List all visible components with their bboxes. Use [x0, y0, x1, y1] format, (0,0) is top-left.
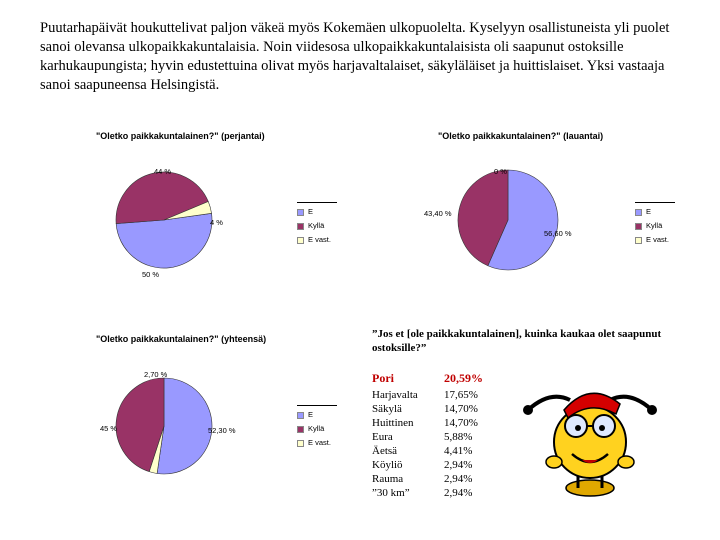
data-label-e: 52,30 % — [208, 426, 236, 435]
distance-row: Huittinen 14,70% — [372, 416, 483, 430]
pie-chart-lauantai: "Oletko paikkakuntalainen?" (lauantai) 5… — [420, 125, 680, 285]
legend-item-kylla: Kyllä — [297, 221, 324, 230]
distance-place: Eura — [372, 431, 393, 443]
distance-place: ”30 km” — [372, 487, 410, 499]
legend-item-e: E — [297, 410, 313, 419]
chart-title: "Oletko paikkakuntalainen?" (yhteensä) — [96, 334, 267, 344]
distance-value: 14,70% — [444, 403, 478, 415]
distance-place: Rauma — [372, 473, 404, 485]
distance-value: 17,65% — [444, 389, 478, 401]
legend-item-evast: E vast. — [635, 235, 669, 244]
legend-swatch — [297, 208, 304, 216]
data-label-kylla: 45 % — [100, 424, 118, 433]
pie-slice-kylla — [115, 171, 209, 224]
data-label-kylla: 44 % — [154, 167, 172, 176]
distance-place: Köyliö — [372, 459, 403, 471]
distance-title: ”Jos et [ole paikkakuntalainen], kuinka … — [372, 328, 662, 354]
legend-swatch — [297, 425, 304, 433]
distance-value: 20,59% — [444, 371, 483, 385]
data-label-kylla: 43,40 % — [424, 209, 452, 218]
intro-paragraph: Puutarhapäivät houkuttelivat paljon väke… — [40, 20, 670, 93]
legend-item-e: E — [297, 207, 313, 216]
legend-item-kylla: Kyllä — [297, 424, 324, 433]
legend-item-evast: E vast. — [297, 438, 331, 447]
distance-value: 2,94% — [444, 459, 473, 471]
distance-row: Harjavalta 17,65% — [372, 388, 483, 402]
legend-item-kylla: Kyllä — [635, 221, 662, 230]
pie-slice-e — [156, 377, 213, 475]
data-label-evast: 4 % — [210, 218, 223, 227]
data-label-evast: 2,70 % — [144, 370, 168, 379]
distance-value: 4,41% — [444, 445, 473, 457]
legend-swatch — [297, 439, 304, 447]
distance-row: Säkylä 14,70% — [372, 402, 483, 416]
pie-svg — [115, 171, 213, 269]
pie-slice-evast — [163, 201, 212, 221]
distance-place: Äetsä — [372, 445, 398, 457]
data-label-evast: 0 % — [494, 167, 507, 176]
data-label-e: 50 % — [142, 270, 160, 279]
distance-table: Pori 20,59% Harjavalta 17,65% Säkylä 14,70% Hu… — [372, 371, 483, 500]
pie-svg — [115, 377, 213, 475]
distance-row: Äetsä 4,41% — [372, 444, 483, 458]
distance-place: Huittinen — [372, 417, 414, 429]
chart-title: "Oletko paikkakuntalainen?" (lauantai) — [438, 131, 604, 141]
legend-swatch — [635, 236, 642, 244]
legend-item-evast: E vast. — [297, 235, 331, 244]
distance-place: Säkylä — [372, 403, 402, 415]
distance-value: 2,94% — [444, 473, 473, 485]
distance-row: Rauma 2,94% — [372, 472, 483, 486]
pie-slice-e — [115, 212, 213, 269]
legend-swatch — [297, 411, 304, 419]
distance-section: ”Jos et [ole paikkakuntalainen], kuinka … — [372, 327, 672, 499]
legend-swatch — [297, 236, 304, 244]
chart-title: "Oletko paikkakuntalainen?" (perjantai) — [96, 131, 265, 141]
legend-swatch — [297, 222, 304, 230]
distance-place: Pori — [372, 371, 394, 385]
distance-row: Köyliö 2,94% — [372, 458, 483, 472]
legend-swatch — [635, 222, 642, 230]
pie-svg — [457, 169, 559, 271]
pie-chart-yhteensa: "Oletko paikkakuntalainen?" (yhteensä) 5… — [90, 328, 350, 488]
distance-value: 2,94% — [444, 487, 473, 499]
distance-place: Harjavalta — [372, 389, 418, 401]
distance-row: ”30 km” 2,94% — [372, 486, 483, 500]
legend-item-e: E — [635, 207, 651, 216]
distance-row: Eura 5,88% — [372, 430, 483, 444]
pie-slice-e — [487, 169, 559, 271]
legend-swatch — [635, 208, 642, 216]
distance-row: Pori 20,59% — [372, 371, 483, 388]
distance-value: 14,70% — [444, 417, 478, 429]
mascot-illustration — [523, 392, 657, 497]
pie-slice-kylla — [115, 377, 165, 473]
distance-value: 5,88% — [444, 431, 473, 443]
data-label-e: 56,60 % — [544, 229, 572, 238]
pie-slice-kylla — [457, 169, 509, 267]
pie-chart-perjantai: "Oletko paikkakuntalainen?" (perjantai) … — [90, 125, 350, 285]
